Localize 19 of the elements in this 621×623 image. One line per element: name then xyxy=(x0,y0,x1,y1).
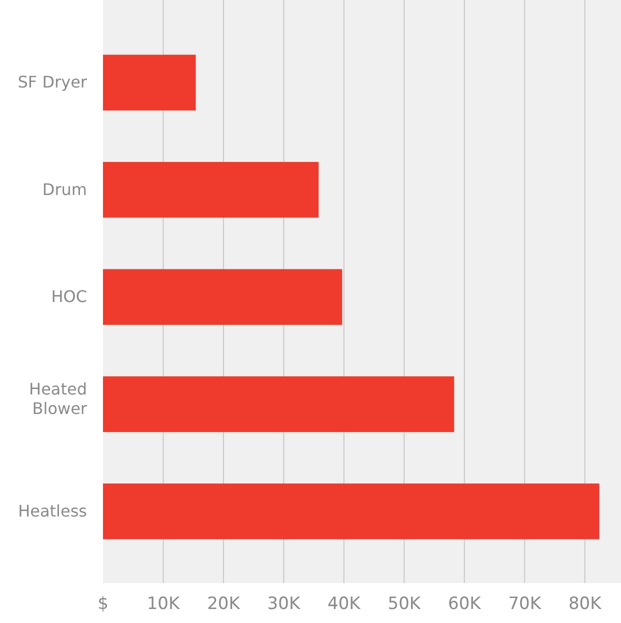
x-tick-label: $ xyxy=(98,594,108,614)
bar xyxy=(103,54,196,110)
bar xyxy=(103,484,600,540)
x-tick-label: 40K xyxy=(328,594,362,614)
bar xyxy=(103,162,319,218)
x-tick-label: 30K xyxy=(267,594,301,614)
y-tick-label: HOC xyxy=(51,287,87,306)
x-tick-label: 20K xyxy=(207,594,241,614)
y-tick-label: Heatless xyxy=(18,502,87,521)
y-tick-label: Heated Blower xyxy=(29,380,88,418)
bar xyxy=(103,376,454,432)
x-tick-label: 50K xyxy=(388,594,422,614)
y-tick-label: SF Dryer xyxy=(18,72,88,92)
x-tick-label: 60K xyxy=(448,594,482,614)
x-tick-label: 70K xyxy=(508,594,542,614)
x-tick-label: 80K xyxy=(568,594,602,614)
bar xyxy=(103,269,342,325)
x-tick-label: 10K xyxy=(146,594,180,614)
y-tick-label: Drum xyxy=(42,180,87,199)
